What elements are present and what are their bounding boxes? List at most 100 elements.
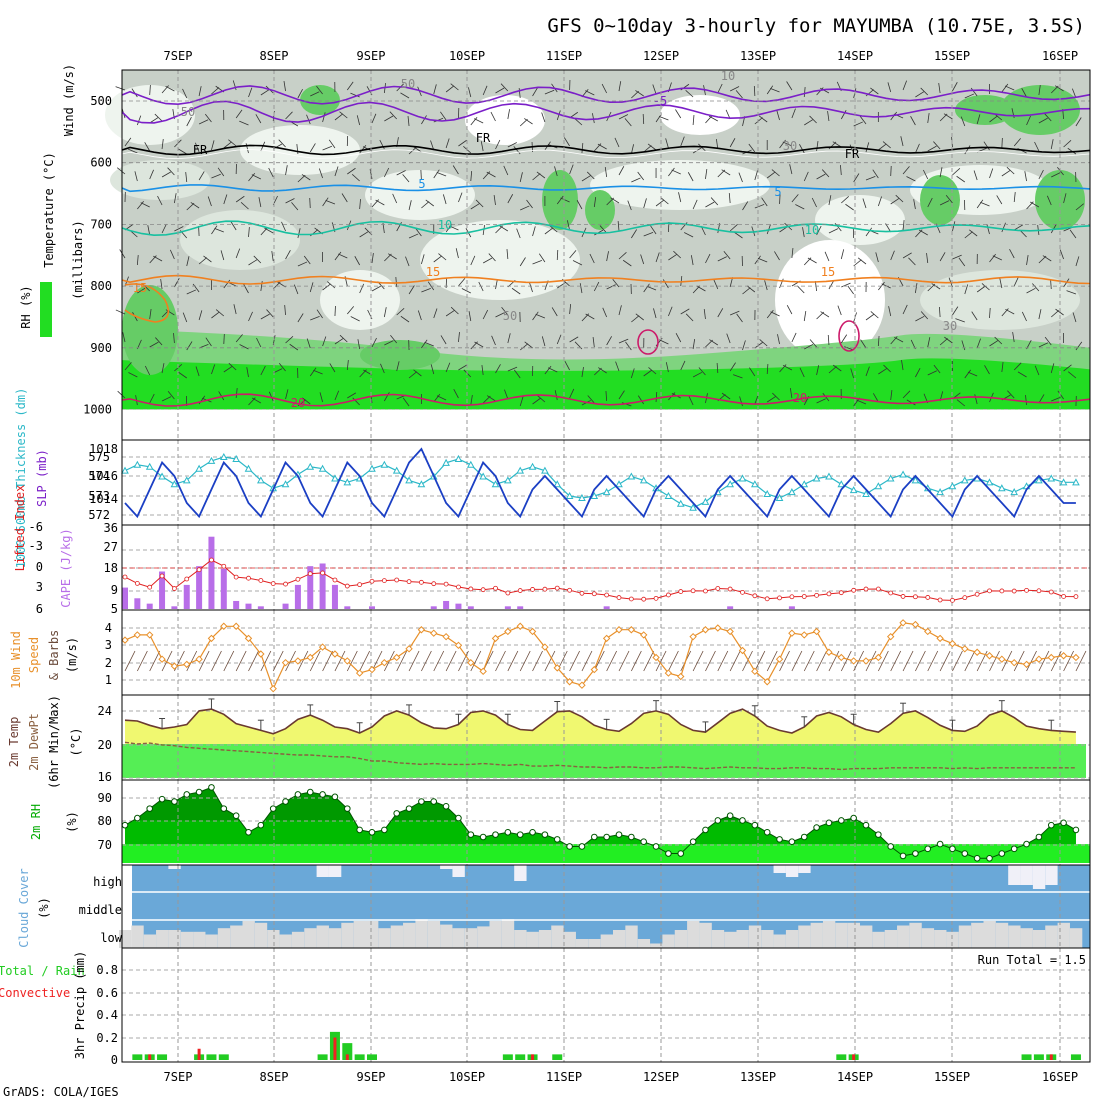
- lifted-index-point: [246, 575, 251, 581]
- wind-barb: [1001, 170, 1011, 177]
- wind-barb: [1050, 310, 1060, 318]
- wind-barb: [430, 364, 435, 375]
- wind-barb: [900, 136, 904, 147]
- wind-barb: [407, 116, 410, 127]
- wind-barb: [235, 388, 238, 399]
- pressure-tick-label: 1000: [83, 403, 112, 417]
- rh-units-label: (%): [65, 811, 79, 833]
- wind-barb: [223, 333, 225, 345]
- wind-barb: [803, 171, 809, 182]
- wind-barb: [1026, 255, 1029, 266]
- temp-tick-label: 24: [98, 704, 112, 718]
- wind-barb: [519, 257, 526, 267]
- temp-contour-10: [121, 220, 1091, 237]
- wind-barb: [273, 368, 283, 374]
- rh-green-blob: [585, 190, 615, 230]
- wind-barb: [935, 223, 941, 234]
- cape-bar: [183, 584, 190, 609]
- wind-barb: [532, 397, 541, 405]
- wind-barb-10m: [532, 650, 543, 672]
- temp-label: 2m Temp: [7, 717, 21, 768]
- wind-barb: [297, 228, 301, 239]
- wind-barb: [581, 175, 591, 182]
- wind-barb: [986, 224, 990, 235]
- wind-tick-label: 1: [105, 673, 112, 687]
- wind-barb: [992, 255, 1003, 261]
- wind-barb: [586, 171, 595, 180]
- wind-barb: [618, 338, 629, 344]
- temp-panel: 24 20 16: [98, 694, 1091, 784]
- wind-speed-point: [232, 622, 240, 630]
- thickness-point: [219, 452, 228, 460]
- cloud-low-bar: [995, 922, 1009, 948]
- wind-barb: [974, 394, 978, 405]
- wind-barb: [124, 137, 132, 147]
- thickness-point: [318, 464, 327, 472]
- wind-barb: [1017, 371, 1027, 378]
- cloud-low-bar: [625, 925, 638, 948]
- wind-barb: [1038, 309, 1042, 320]
- lifted-index-point: [381, 578, 387, 584]
- wind-barb: [791, 332, 797, 343]
- wind-barb: [519, 396, 524, 407]
- wind-barb-10m: [346, 650, 358, 672]
- wind-barb: [369, 169, 373, 180]
- wind-barb-10m: [1075, 650, 1087, 672]
- wind-barb: [303, 255, 311, 265]
- lifted-tick-label: 0: [36, 560, 43, 574]
- wind-barb: [862, 198, 867, 209]
- wind-barb: [260, 89, 270, 96]
- wind-barb: [873, 393, 879, 403]
- lifted-index-point: [283, 581, 288, 587]
- wind-barb: [927, 337, 931, 348]
- wind-barb: [359, 283, 365, 294]
- wind-barb-10m: [655, 650, 667, 672]
- wind-speed-point: [220, 622, 228, 630]
- temp-contour-20: [121, 393, 1091, 407]
- wind-barb: [970, 87, 978, 97]
- thickness-point: [788, 488, 796, 496]
- wind-barb: [388, 253, 397, 260]
- wind-barb: [266, 309, 274, 318]
- wind-barb: [417, 310, 422, 321]
- lifted-tick-label: 6: [36, 602, 43, 616]
- thickness-point: [825, 472, 833, 480]
- lifted-index-point: [801, 594, 807, 599]
- wind-barb: [278, 139, 286, 148]
- wind-barb: [643, 198, 647, 209]
- wind-speed-point: [528, 627, 537, 636]
- thickness-point: [541, 466, 549, 474]
- rh-point: [677, 850, 685, 857]
- wind-barb: [491, 335, 496, 346]
- wind-barb-10m: [161, 650, 173, 672]
- wind-barb: [772, 392, 780, 401]
- wind-barb: [939, 252, 946, 262]
- top-date-label: 7SEP: [164, 49, 193, 63]
- wind-barb: [1050, 363, 1055, 374]
- cloud-low-bar: [897, 925, 910, 948]
- wind-barb: [606, 284, 616, 290]
- wind-barb: [284, 305, 286, 316]
- wind-barb: [306, 338, 311, 349]
- wind-barb: [173, 333, 175, 344]
- wind-barb: [1021, 88, 1027, 98]
- wind-barb: [779, 364, 787, 373]
- cloud-low-bar: [143, 934, 157, 948]
- wind-speed-point: [294, 657, 302, 665]
- contour-label: 50: [503, 309, 517, 323]
- cape-bar: [369, 606, 375, 609]
- wind-barb: [597, 143, 607, 150]
- thickness-point: [343, 478, 352, 486]
- lifted-index-point: [678, 589, 684, 594]
- wind-barb-10m: [989, 650, 1000, 672]
- wind-barb-10m: [729, 650, 741, 672]
- top-date-label: 11SEP: [546, 49, 582, 63]
- wind-barb: [322, 283, 331, 291]
- wind-speed-point: [911, 620, 920, 629]
- wind-barb: [325, 200, 336, 205]
- rh-point: [553, 836, 561, 843]
- wind-barb: [960, 116, 966, 127]
- wind-barb: [421, 115, 427, 125]
- wind-barb: [1042, 255, 1052, 262]
- rh-point: [973, 854, 981, 862]
